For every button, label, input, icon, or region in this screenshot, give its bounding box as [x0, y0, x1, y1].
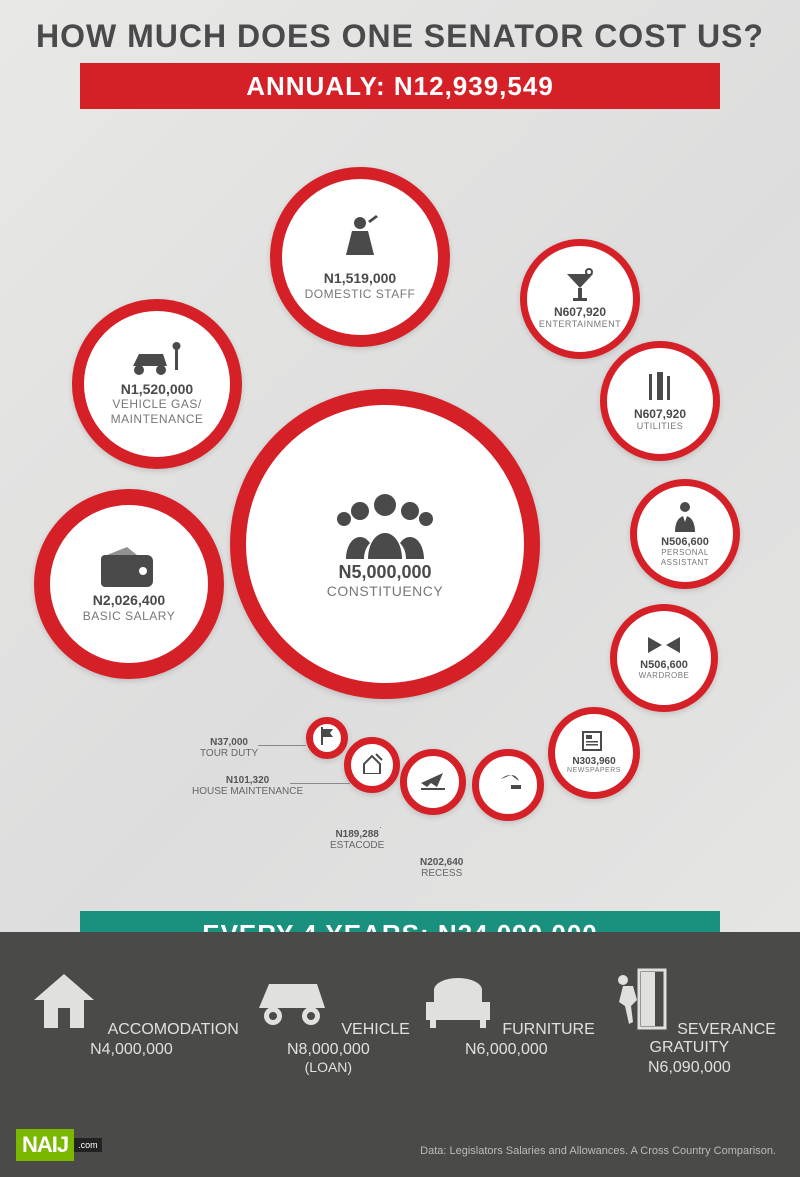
plane-icon: [419, 769, 447, 791]
item-accommodation: ACCOMODATIONN4,000,000: [24, 964, 239, 1059]
bubble-constituency: N5,000,000 CONSTITUENCY: [230, 389, 540, 699]
bubble-recess: [472, 749, 544, 821]
callout-tour: N37,000TOUR DUTY: [200, 737, 258, 759]
tools-icon: [643, 370, 677, 404]
entertainment-label: ENTERTAINMENT: [539, 319, 621, 330]
bubble-tour-duty: [306, 717, 348, 759]
car-wrench-icon: [127, 342, 187, 378]
flag-icon: [319, 727, 335, 745]
cocktail-icon: [563, 268, 597, 302]
car-icon: [247, 964, 337, 1034]
bubble-domestic: N1,519,000 DOMESTIC STAFF: [270, 167, 450, 347]
house-icon: [24, 964, 104, 1034]
logo-sub: .com: [74, 1138, 102, 1152]
line-tour: [258, 745, 306, 746]
logo: NAIJ .com: [16, 1129, 102, 1161]
line-house: [290, 783, 350, 784]
bubble-entertainment: N607,920 ENTERTAINMENT: [520, 239, 640, 359]
callout-recess: N202,640RECESS: [420, 857, 463, 879]
beach-icon: [493, 771, 523, 795]
bubble-newspapers: N303,960 NEWSPAPERS: [548, 707, 640, 799]
utilities-label: UTILITIES: [637, 421, 684, 432]
people-icon: [330, 489, 440, 559]
bubble-estacode: [400, 749, 466, 815]
news-label: NEWSPAPERS: [567, 767, 621, 775]
constituency-label: CONSTITUENCY: [327, 583, 443, 600]
source-text: Data: Legislators Salaries and Allowance…: [420, 1145, 776, 1157]
logo-brand: NAIJ: [16, 1129, 74, 1161]
wallet-icon: [99, 545, 159, 589]
callout-estacode: N189,288ESTACODE: [330, 829, 384, 851]
bubble-utilities: N607,920 UTILITIES: [600, 341, 720, 461]
bubble-personal-asst: N506,600 PERSONAL ASSISTANT: [630, 479, 740, 589]
wardrobe-label: WARDROBE: [639, 671, 690, 681]
domestic-label: DOMESTIC STAFF: [305, 287, 416, 301]
vehicle-gas-amount: N1,520,000: [121, 382, 193, 397]
annual-banner: ANNUALY: N12,939,549: [80, 63, 720, 109]
pa-label: PERSONAL ASSISTANT: [661, 548, 709, 567]
entertainment-amount: N607,920: [554, 306, 606, 319]
bowtie-icon: [646, 635, 682, 655]
bubble-basic-salary: N2,026,400 BASIC SALARY: [34, 489, 224, 679]
bubble-vehicle-gas: N1,520,000 VEHICLE GAS/ MAINTENANCE: [72, 299, 242, 469]
utilities-amount: N607,920: [634, 408, 686, 421]
item-furniture: FURNITUREN6,000,000: [418, 964, 595, 1059]
basic-salary-amount: N2,026,400: [93, 593, 165, 608]
item-severance: SEVERANCE GRATUITYN6,090,000: [603, 964, 776, 1077]
line-est: [380, 827, 381, 828]
suit-icon: [671, 500, 699, 532]
maid-icon: [340, 213, 380, 267]
bottom-section: ACCOMODATIONN4,000,000 VEHICLEN8,000,000…: [0, 932, 800, 1177]
news-amount: N303,960: [572, 756, 615, 767]
pa-amount: N506,600: [661, 536, 709, 548]
house-repair-icon: [360, 752, 384, 774]
vehicle-gas-label: VEHICLE GAS/ MAINTENANCE: [111, 397, 204, 426]
newspaper-icon: [581, 730, 607, 752]
basic-salary-label: BASIC SALARY: [83, 609, 175, 623]
bubble-wardrobe: N506,600 WARDROBE: [610, 604, 718, 712]
bubble-house-maint: [344, 737, 400, 793]
item-vehicle: VEHICLEN8,000,000(LOAN): [247, 964, 410, 1075]
bubble-chart: N5,000,000 CONSTITUENCY N2,026,400 BASIC…: [0, 109, 800, 899]
callout-house: N101,320HOUSE MAINTENANCE: [192, 775, 303, 797]
domestic-amount: N1,519,000: [324, 271, 396, 286]
wardrobe-amount: N506,600: [640, 659, 688, 671]
sofa-icon: [418, 964, 498, 1034]
constituency-amount: N5,000,000: [338, 563, 431, 583]
exit-icon: [603, 964, 673, 1034]
page-title: HOW MUCH DOES ONE SENATOR COST US?: [0, 0, 800, 63]
